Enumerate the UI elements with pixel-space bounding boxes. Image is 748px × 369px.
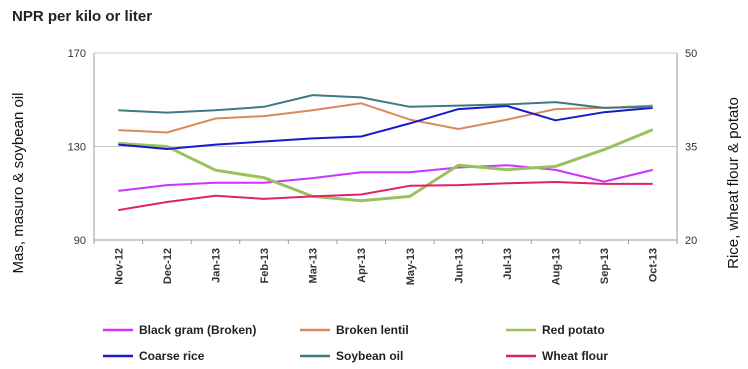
series-lines	[118, 94, 654, 212]
series-line	[118, 164, 653, 192]
x-tick-label: Nov-12	[113, 248, 125, 285]
x-tick-label: Apr-13	[356, 248, 368, 283]
legend-entry: Coarse rice	[139, 349, 205, 363]
legend-entry: Broken lentil	[336, 323, 409, 337]
x-tick-label: Oct-13	[648, 248, 660, 282]
legend-entry: Black gram (Broken)	[139, 323, 256, 337]
series-line	[118, 102, 653, 134]
y-tick-left: 170	[68, 48, 86, 60]
y-tick-left: 130	[68, 142, 86, 154]
axes	[93, 53, 678, 244]
y-tick-right: 50	[685, 48, 697, 60]
legend-entry: Wheat flour	[542, 349, 608, 363]
x-tick-label: Jul-13	[502, 248, 514, 280]
y-tick-left: 90	[74, 235, 86, 247]
series-line	[118, 94, 653, 114]
x-tick-label: May-13	[405, 248, 417, 285]
x-tick-label: Feb-13	[259, 248, 271, 283]
legend-entry: Red potato	[542, 323, 605, 337]
series-line	[118, 181, 653, 212]
tick-labels: 90 130 170 20 35 50 Nov-12 Dec-12 Jan-13 Feb-13 Ma…	[68, 48, 698, 285]
x-tick-label: Aug-13	[551, 248, 563, 285]
x-tick-label: Dec-12	[162, 248, 174, 284]
y-tick-right: 35	[685, 142, 697, 154]
y-tick-right: 20	[685, 235, 697, 247]
legend: Black gram (Broken) Broken lentil Red pota…	[103, 323, 608, 363]
gridlines	[94, 52, 677, 241]
x-tick-label: Sep-13	[599, 248, 611, 284]
x-tick-label: Jun-13	[453, 248, 465, 283]
series-line	[118, 105, 653, 150]
y-axis-label-left: Mas, masuro & soybean oil	[10, 93, 27, 274]
x-tick-label: Jan-13	[210, 248, 222, 283]
x-tick-label: Mar-13	[308, 248, 320, 283]
chart-title: NPR per kilo or liter	[12, 8, 153, 25]
legend-entry: Soybean oil	[336, 349, 403, 363]
series-line	[118, 128, 654, 203]
y-axis-label-right: Rice, wheat flour & potato	[725, 97, 742, 269]
